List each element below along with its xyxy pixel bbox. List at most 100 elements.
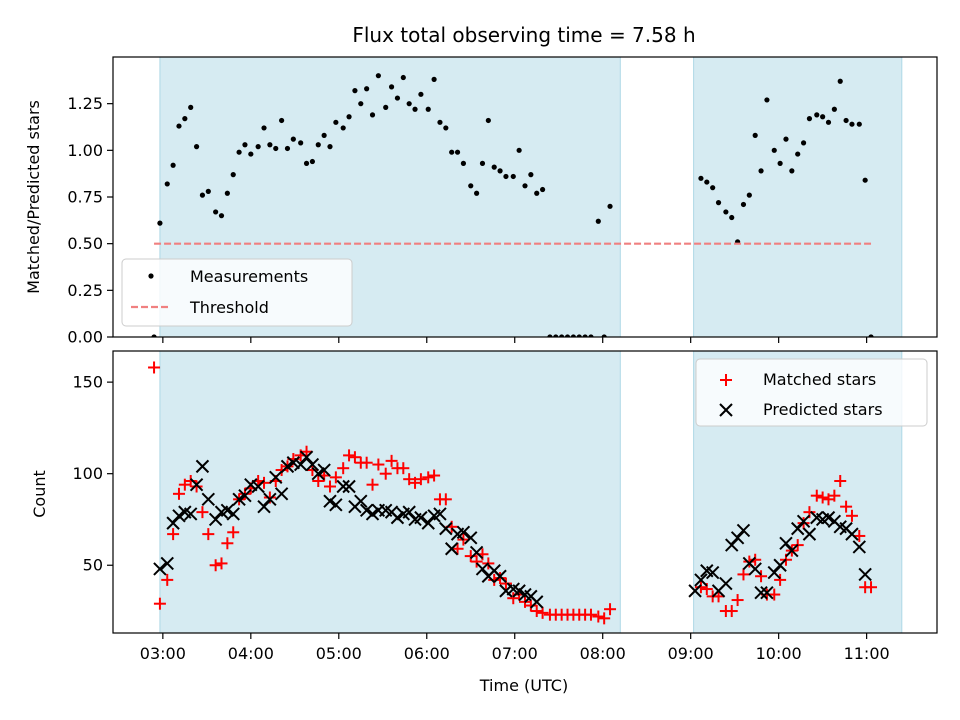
measurement-point <box>383 105 388 110</box>
measurement-point <box>431 77 436 82</box>
measurement-point <box>333 120 338 125</box>
measurement-point <box>236 150 241 155</box>
top-legend: Measurements Threshold <box>122 259 352 326</box>
top-ytick-label: 1.25 <box>67 94 103 113</box>
bottom-xtick-label: 06:00 <box>404 644 450 663</box>
bottom-ytick-label: 150 <box>72 373 103 392</box>
measurement-point <box>723 209 728 214</box>
measurement-point <box>206 189 211 194</box>
measurement-point <box>843 118 848 123</box>
bottom-xtick-label: 09:00 <box>668 644 714 663</box>
bottom-chart-ylabel: Count <box>30 470 49 518</box>
measurement-point <box>304 161 309 166</box>
measurement-point <box>395 95 400 100</box>
bottom-shaded-interval <box>160 351 620 633</box>
measurement-point <box>778 161 783 166</box>
measurement-point <box>310 159 315 164</box>
measurement-point <box>194 144 199 149</box>
top-shaded-interval <box>694 57 902 337</box>
measurement-point <box>322 133 327 138</box>
bottom-xtick-label: 11:00 <box>844 644 890 663</box>
measurement-point <box>540 187 545 192</box>
measurement-point <box>171 163 176 168</box>
measurement-point <box>795 151 800 156</box>
measurement-point <box>370 112 375 117</box>
measurement-point <box>352 88 357 93</box>
measurement-point <box>503 174 508 179</box>
measurement-point <box>443 125 448 130</box>
bottom-xtick-label: 07:00 <box>492 644 538 663</box>
measurement-point <box>285 146 290 151</box>
measurement-point <box>412 107 417 112</box>
measurement-point <box>219 213 224 218</box>
bottom-legend: Matched stars Predicted stars <box>696 359 927 426</box>
measurement-point <box>596 219 601 224</box>
measurement-point <box>764 97 769 102</box>
measurement-point <box>231 172 236 177</box>
measurement-point <box>298 140 303 145</box>
bottom-xtick-label: 08:00 <box>580 644 626 663</box>
measurement-point <box>461 161 466 166</box>
measurement-point <box>814 112 819 117</box>
measurement-point <box>832 107 837 112</box>
measurement-point <box>358 101 363 106</box>
measurement-point <box>474 191 479 196</box>
measurement-point <box>522 183 527 188</box>
measurement-point <box>327 144 332 149</box>
top-ytick-label: 0.50 <box>67 234 103 253</box>
measurement-point <box>511 174 516 179</box>
measurement-point <box>729 215 734 220</box>
measurement-point <box>316 142 321 147</box>
top-chart-ylabel: Matched/Predicted stars <box>24 100 43 294</box>
legend-threshold-label: Threshold <box>189 298 269 317</box>
measurement-point <box>517 148 522 153</box>
bottom-xtick-label: 10:00 <box>756 644 802 663</box>
measurement-point <box>857 122 862 127</box>
measurement-point <box>838 79 843 84</box>
legend-predicted-label: Predicted stars <box>763 400 883 419</box>
measurement-point <box>449 150 454 155</box>
measurement-point <box>863 178 868 183</box>
top-ytick-label: 0.00 <box>67 328 103 347</box>
bottom-ytick-label: 100 <box>72 464 103 483</box>
measurement-point <box>437 120 442 125</box>
measurement-point <box>346 114 351 119</box>
measurement-point <box>741 202 746 207</box>
measurement-point <box>200 193 205 198</box>
bottom-xtick-label: 03:00 <box>140 644 186 663</box>
measurement-point <box>256 144 261 149</box>
measurement-point <box>182 116 187 121</box>
measurement-point <box>534 191 539 196</box>
top-ytick-label: 1.00 <box>67 141 103 160</box>
measurement-point <box>716 200 721 205</box>
measurement-point <box>213 209 218 214</box>
measurement-point <box>480 161 485 166</box>
measurement-point <box>225 191 230 196</box>
measurement-point <box>165 181 170 186</box>
measurement-point <box>279 118 284 123</box>
measurement-point <box>826 120 831 125</box>
bottom-ytick-label: 50 <box>83 556 103 575</box>
measurement-point <box>242 142 247 147</box>
measurement-point <box>364 86 369 91</box>
measurement-point <box>267 142 272 147</box>
measurement-point <box>528 172 533 177</box>
measurement-point <box>261 125 266 130</box>
measurement-point <box>801 140 806 145</box>
measurement-point <box>418 92 423 97</box>
measurement-point <box>157 221 162 226</box>
measurement-point <box>188 105 193 110</box>
measurement-point <box>376 73 381 78</box>
top-chart-title: Flux total observing time = 7.58 h <box>352 23 695 47</box>
measurement-point <box>783 137 788 142</box>
measurement-point <box>820 114 825 119</box>
measurement-point <box>455 150 460 155</box>
measurement-point <box>789 168 794 173</box>
measurement-point <box>753 133 758 138</box>
top-ytick-label: 0.25 <box>67 281 103 300</box>
measurement-point <box>486 118 491 123</box>
measurement-point <box>176 123 181 128</box>
measurement-point <box>468 183 473 188</box>
measurement-point <box>698 176 703 181</box>
measurement-point <box>849 122 854 127</box>
